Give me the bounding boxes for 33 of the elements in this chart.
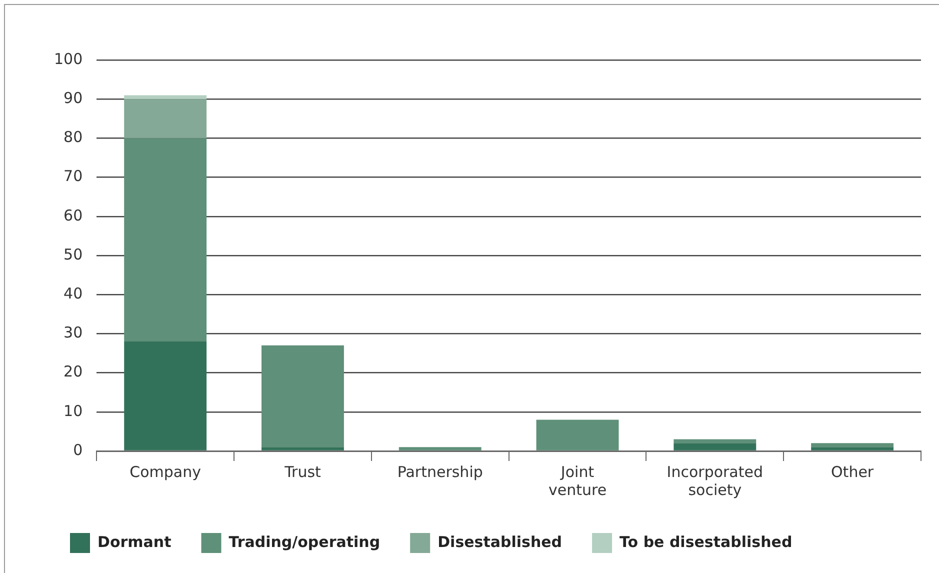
- bar: [398, 447, 482, 450]
- y-tick-label: 40: [64, 284, 83, 302]
- bar: [124, 342, 207, 450]
- y-tick-label: 80: [64, 128, 83, 146]
- y-tick-label: 0: [73, 440, 83, 459]
- bar: [811, 447, 894, 450]
- legend-label: Trading/operating: [228, 532, 380, 551]
- y-tick-label: 100: [54, 50, 83, 68]
- bar: [124, 99, 207, 138]
- y-tick-label: 20: [64, 362, 83, 381]
- y-tick-label: 90: [64, 88, 83, 107]
- legend-label: Disestablished: [438, 532, 562, 551]
- bar: [674, 443, 756, 450]
- bar: [124, 138, 207, 342]
- legend-label: Dormant: [98, 532, 172, 551]
- y-tick-label: 10: [64, 402, 83, 420]
- x-tick-label: Joint venture: [548, 462, 607, 499]
- x-tick-label: Company: [130, 462, 202, 481]
- x-tick-label: Trust: [284, 462, 322, 481]
- y-tick-label: 60: [64, 206, 83, 224]
- x-tick-label: Incorporated society: [666, 462, 764, 499]
- bar: [536, 420, 619, 450]
- bar: [262, 345, 344, 448]
- x-tick-label: Other: [831, 462, 874, 481]
- y-tick-label: 50: [64, 245, 83, 264]
- y-tick-label: 70: [64, 167, 83, 186]
- x-tick-label: Partnership: [397, 462, 483, 481]
- bar: [674, 439, 756, 444]
- bar: [811, 443, 894, 448]
- y-tick-label: 30: [64, 324, 83, 342]
- bar: [262, 447, 344, 450]
- bar: [124, 95, 207, 100]
- legend-label: To be disestablished: [620, 532, 792, 551]
